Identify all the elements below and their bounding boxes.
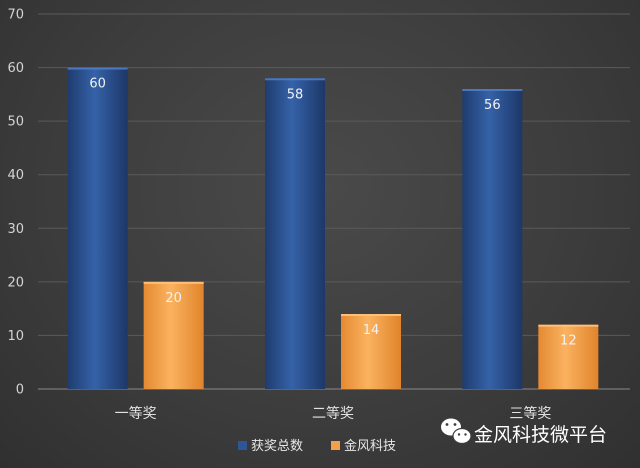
bar	[265, 78, 325, 390]
legend-swatch	[238, 441, 247, 450]
y-tick-label: 20	[7, 275, 24, 290]
data-label: 60	[89, 77, 106, 92]
legend: 获奖总数 金风科技	[238, 438, 396, 454]
bar	[67, 67, 128, 390]
legend-swatch	[331, 441, 340, 450]
x-category-label: 二等奖	[312, 405, 354, 422]
watermark: 金风科技微平台	[441, 418, 607, 446]
gridlines	[38, 13, 630, 390]
y-tick-label: 70	[7, 8, 24, 23]
y-tick-label: 50	[7, 115, 24, 130]
y-tick-label: 30	[7, 222, 24, 237]
bar	[538, 324, 599, 389]
data-label: 58	[287, 87, 304, 102]
bar-top-edge	[538, 324, 599, 327]
wechat-icon	[441, 418, 472, 445]
bar-top-edge	[143, 281, 204, 284]
legend-label: 金风科技	[344, 438, 396, 454]
watermark-text: 金风科技微平台	[474, 424, 607, 446]
data-label: 56	[484, 98, 501, 113]
data-label: 20	[165, 291, 182, 306]
category-labels: 一等奖 二等奖 三等奖	[115, 405, 552, 422]
bar	[341, 314, 401, 389]
bar	[143, 281, 204, 389]
bar-top-edge	[67, 67, 128, 70]
y-tick-label: 0	[16, 383, 24, 398]
data-label: 12	[560, 334, 577, 349]
data-label: 14	[363, 323, 380, 338]
y-tick-label: 60	[7, 61, 24, 76]
bar-top-edge	[341, 314, 401, 316]
legend-label: 获奖总数	[251, 439, 303, 454]
y-axis-ticks: 0 10 20 30 40 50 60 70	[7, 8, 24, 398]
bar	[462, 89, 523, 389]
bar-top-edge	[265, 78, 325, 81]
bar-top-edge	[462, 89, 523, 91]
y-tick-label: 10	[7, 329, 24, 344]
x-category-label: 三等奖	[509, 405, 551, 422]
bars: 60 20 58 14 56 12	[67, 67, 599, 390]
y-tick-label: 40	[7, 168, 24, 183]
x-category-label: 一等奖	[115, 405, 157, 422]
